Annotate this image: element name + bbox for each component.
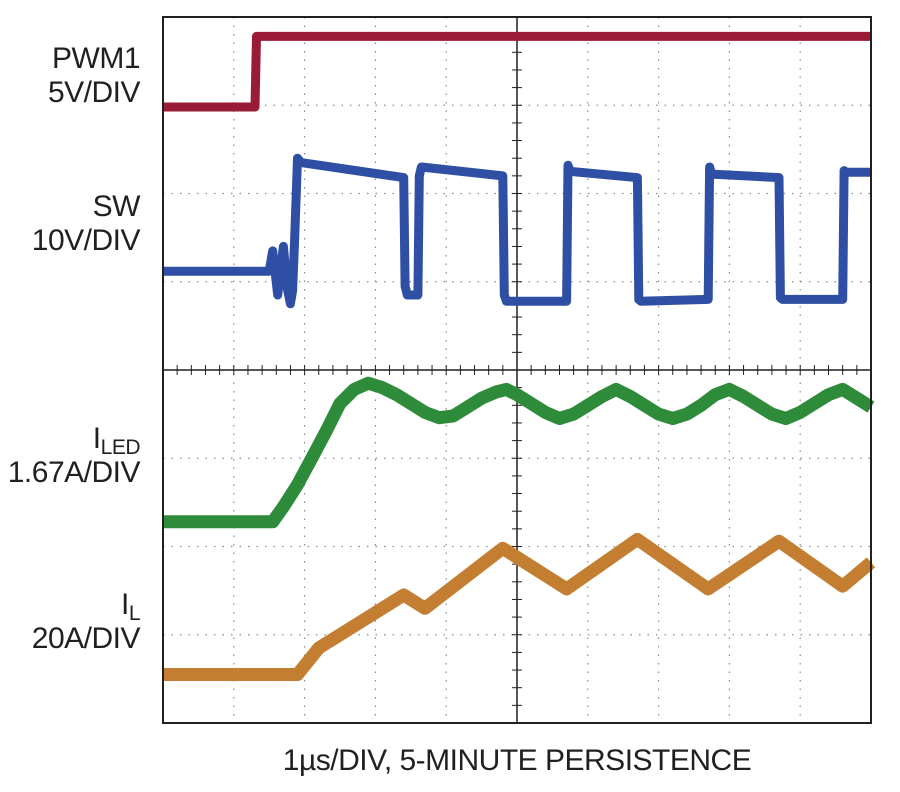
iled-trace — [163, 376, 875, 529]
sw-trace — [163, 153, 871, 309]
iled-name: ILED — [92, 422, 141, 459]
iled-scale: 1.67A/DIV — [7, 456, 141, 489]
pwm1-scale: 5V/DIV — [47, 76, 141, 109]
x-axis-caption: 1µs/DIV, 5-MINUTE PERSISTENCE — [282, 744, 752, 777]
iled-subscript: LED — [100, 436, 141, 459]
il-label: IL 20A/DIV — [31, 588, 141, 656]
traces — [163, 31, 876, 681]
pwm1-name: PWM1 — [52, 42, 141, 75]
pwm1-label: PWM1 5V/DIV — [47, 42, 141, 110]
il-trace — [163, 532, 876, 681]
il-scale: 20A/DIV — [31, 622, 141, 655]
sw-name: SW — [92, 190, 141, 223]
sw-scale: 10V/DIV — [31, 224, 141, 257]
grid — [163, 17, 871, 723]
plot-frame — [162, 16, 872, 724]
il-subscript: L — [128, 602, 141, 625]
il-name: IL — [120, 588, 141, 625]
center-axis-ticks — [176, 34, 858, 706]
iled-label: ILED 1.67A/DIV — [7, 422, 141, 490]
sw-label: SW 10V/DIV — [31, 190, 141, 258]
pwm1-trace — [163, 31, 871, 112]
